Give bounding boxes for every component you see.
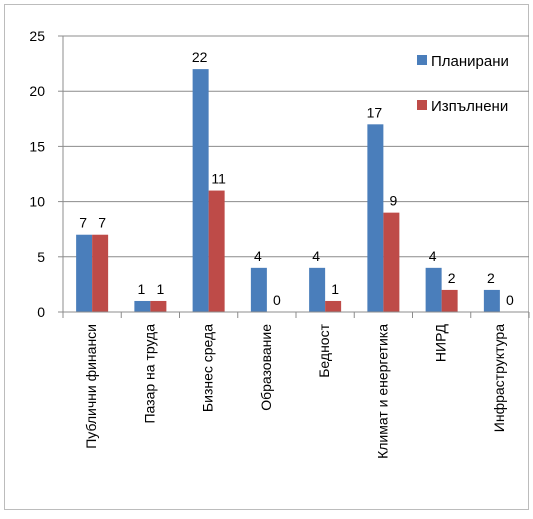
y-tick-label: 20 <box>29 83 45 99</box>
x-category-label: Образование <box>258 324 274 411</box>
bar-planned <box>192 69 209 313</box>
x-category-label: Климат и енергетика <box>374 324 390 459</box>
bar-completed <box>150 300 167 312</box>
data-label: 7 <box>79 215 87 231</box>
y-tick-label: 5 <box>37 249 45 265</box>
data-label: 4 <box>312 248 320 264</box>
bars <box>76 69 500 313</box>
bar-completed <box>383 212 400 312</box>
y-tick-label: 15 <box>29 138 45 154</box>
data-label: 2 <box>448 270 456 286</box>
y-tick-label: 25 <box>29 28 45 44</box>
legend-swatch <box>417 100 427 110</box>
y-tick-label: 0 <box>37 304 45 320</box>
x-category-label: НИРД <box>433 323 449 362</box>
bar-planned <box>309 267 326 312</box>
x-category-label: Пазар на труда <box>141 324 157 424</box>
bar-planned <box>483 289 500 312</box>
gridlines <box>63 35 529 258</box>
bar-planned <box>250 267 267 312</box>
data-label: 11 <box>211 171 226 187</box>
legend-swatch <box>417 55 427 65</box>
bar-completed <box>325 300 342 312</box>
data-label: 1 <box>137 281 145 297</box>
x-category-label: Бедност <box>316 323 332 377</box>
y-tick-label: 10 <box>29 194 45 210</box>
data-label: 9 <box>389 193 397 209</box>
legend: Планирани Изпълнени <box>417 53 509 115</box>
bar-completed <box>441 289 458 312</box>
x-category-label: Бизнес среда <box>200 324 216 412</box>
bar-planned <box>367 124 384 312</box>
x-category-label: Инфраструктура <box>491 324 507 432</box>
legend-label: Планирани <box>431 53 509 70</box>
bar-planned <box>134 300 151 312</box>
data-label: 22 <box>192 49 208 65</box>
bar-completed <box>92 234 109 312</box>
data-label: 2 <box>487 270 495 286</box>
data-label: 1 <box>156 281 164 297</box>
data-label: 0 <box>273 292 281 308</box>
bar-planned <box>76 234 93 312</box>
data-label: 1 <box>331 281 339 297</box>
legend-label: Изпълнени <box>431 98 508 115</box>
x-category-label: Публични финанси <box>83 324 99 449</box>
data-label: 0 <box>506 292 514 308</box>
data-label: 17 <box>367 104 383 120</box>
data-label: 4 <box>254 248 262 264</box>
bar-planned <box>425 267 442 312</box>
bar-completed <box>208 190 225 312</box>
data-label: 4 <box>429 248 437 264</box>
data-label: 7 <box>98 215 106 231</box>
